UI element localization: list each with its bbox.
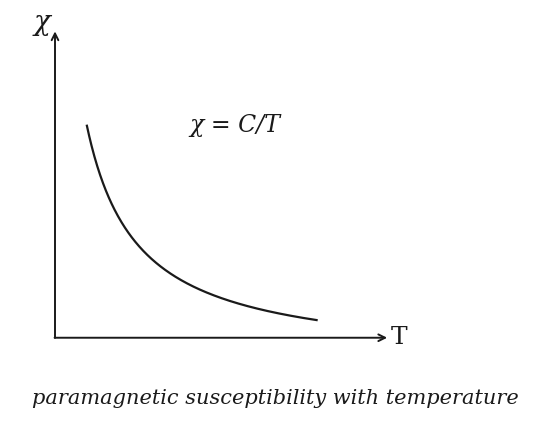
Text: paramagnetic susceptibility with temperature: paramagnetic susceptibility with tempera… — [32, 389, 518, 408]
Text: T: T — [391, 326, 408, 349]
Text: χ = C/T: χ = C/T — [189, 114, 280, 137]
Text: χ: χ — [34, 9, 51, 36]
